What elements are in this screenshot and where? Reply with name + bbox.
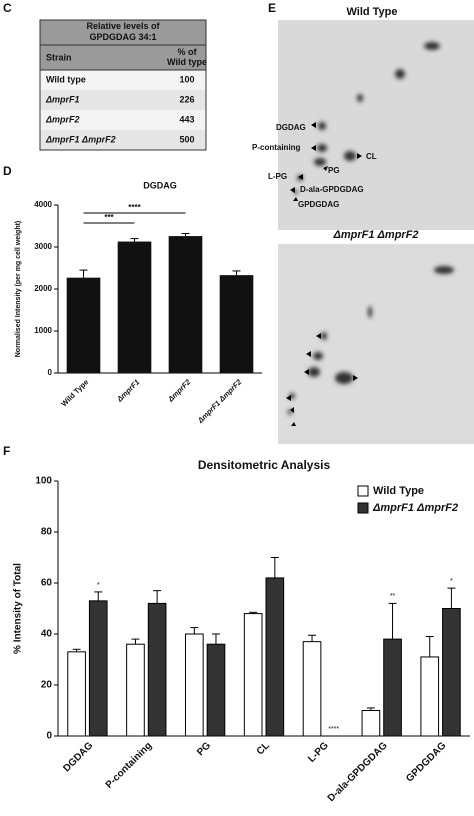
table-row-bg (40, 70, 206, 90)
table-cell: Wild type (46, 74, 86, 84)
table-cell: ΔmprF1 ΔmprF2 (45, 134, 116, 144)
tlc-title: Wild Type (346, 6, 397, 18)
chart-title: Densitometric Analysis (198, 458, 331, 472)
bar (168, 236, 203, 373)
tlc-label: DGDAG (276, 123, 306, 132)
x-tick-label: ΔmprF1 ΔmprF2 (195, 377, 244, 426)
panel-label: F (3, 444, 10, 458)
bar (126, 643, 145, 737)
legend-label: ΔmprF1 ΔmprF2 (372, 502, 458, 514)
bar (442, 608, 461, 737)
bar (302, 641, 322, 737)
x-tick-label: ΔmprF1 (114, 377, 141, 404)
tlc-label: PG (328, 166, 340, 175)
bar (265, 577, 285, 737)
table-row-bg (40, 130, 206, 150)
tlc-label: P-containing (252, 143, 301, 152)
table-cell: ΔmprF2 (45, 114, 80, 124)
x-tick-label: CL (255, 740, 272, 757)
table-cell: 100 (179, 74, 194, 84)
bar (219, 275, 254, 373)
tlc-arrows (286, 122, 362, 426)
table-row-bg (40, 110, 206, 130)
x-tick-label: GPDGDAG (404, 740, 448, 784)
y-tick-label: 0 (46, 731, 52, 742)
table-border (39, 19, 207, 151)
tlc-title: ΔmprF1 ΔmprF2 (332, 229, 418, 241)
table-cell: ΔmprF1 (45, 94, 80, 104)
tlc-image (278, 20, 474, 444)
y-tick-label: 2000 (34, 284, 52, 293)
table-cell: 226 (179, 94, 194, 104)
chart-title: DGDAG (143, 180, 177, 190)
x-tick-label: DGDAG (61, 740, 95, 774)
table-cell: 500 (179, 134, 194, 144)
tlc-label: D-ala-GPDGDAG (300, 185, 364, 194)
bar (184, 633, 204, 737)
bar (243, 613, 263, 737)
x-tick-label: D-ala-GPDGDAG (326, 740, 390, 804)
y-tick-label: 4000 (34, 200, 52, 209)
legend-swatch (357, 502, 369, 514)
bar (88, 600, 108, 737)
y-tick-label: 0 (48, 368, 53, 377)
y-tick-label: 80 (41, 527, 53, 538)
y-tick-label: 100 (35, 476, 52, 487)
tlc-label: CL (366, 152, 377, 161)
bar (67, 651, 86, 737)
significance: *** (104, 213, 114, 222)
y-tick-label: 20 (41, 680, 53, 691)
y-tick-label: 40 (41, 629, 53, 640)
bar (383, 638, 402, 737)
y-tick-label: 60 (41, 578, 53, 589)
y-axis-label: Normalised Intensity (per mg cell weight… (15, 221, 22, 358)
bar (206, 643, 226, 737)
legend-label: Wild Type (373, 485, 424, 497)
y-tick-label: 3000 (34, 242, 52, 251)
bar (361, 710, 381, 737)
x-tick-label: P-containing (104, 740, 155, 791)
significance: * (97, 582, 100, 589)
significance: **** (128, 203, 141, 212)
table-title: Relative levels of GPDGDAG 34:1 (86, 21, 160, 42)
table-cell: 443 (179, 114, 194, 124)
panel-label: C (3, 1, 12, 15)
legend-swatch (357, 485, 369, 497)
significance: ** (390, 593, 396, 600)
tlc-label: L-PG (268, 172, 287, 181)
panel-label: E (268, 1, 276, 15)
x-tick-label: PG (195, 740, 213, 758)
bar (147, 602, 167, 737)
x-tick-label: Wild Type (59, 377, 90, 408)
significance: * (450, 578, 453, 585)
significance: **** (328, 726, 339, 733)
bar (66, 277, 101, 373)
x-tick-label: ΔmprF2 (165, 377, 192, 404)
table-header: % of Wild type (167, 47, 207, 67)
y-axis-label: % Intensity of Total (13, 563, 24, 654)
tlc-label: GPDGDAG (298, 200, 339, 209)
panel-label: D (3, 164, 12, 178)
table-row-bg (40, 90, 206, 110)
y-tick-label: 1000 (34, 326, 52, 335)
x-tick-label: L-PG (306, 740, 331, 765)
bar (117, 241, 152, 373)
table-header: Strain (46, 52, 72, 62)
bar (420, 656, 440, 737)
